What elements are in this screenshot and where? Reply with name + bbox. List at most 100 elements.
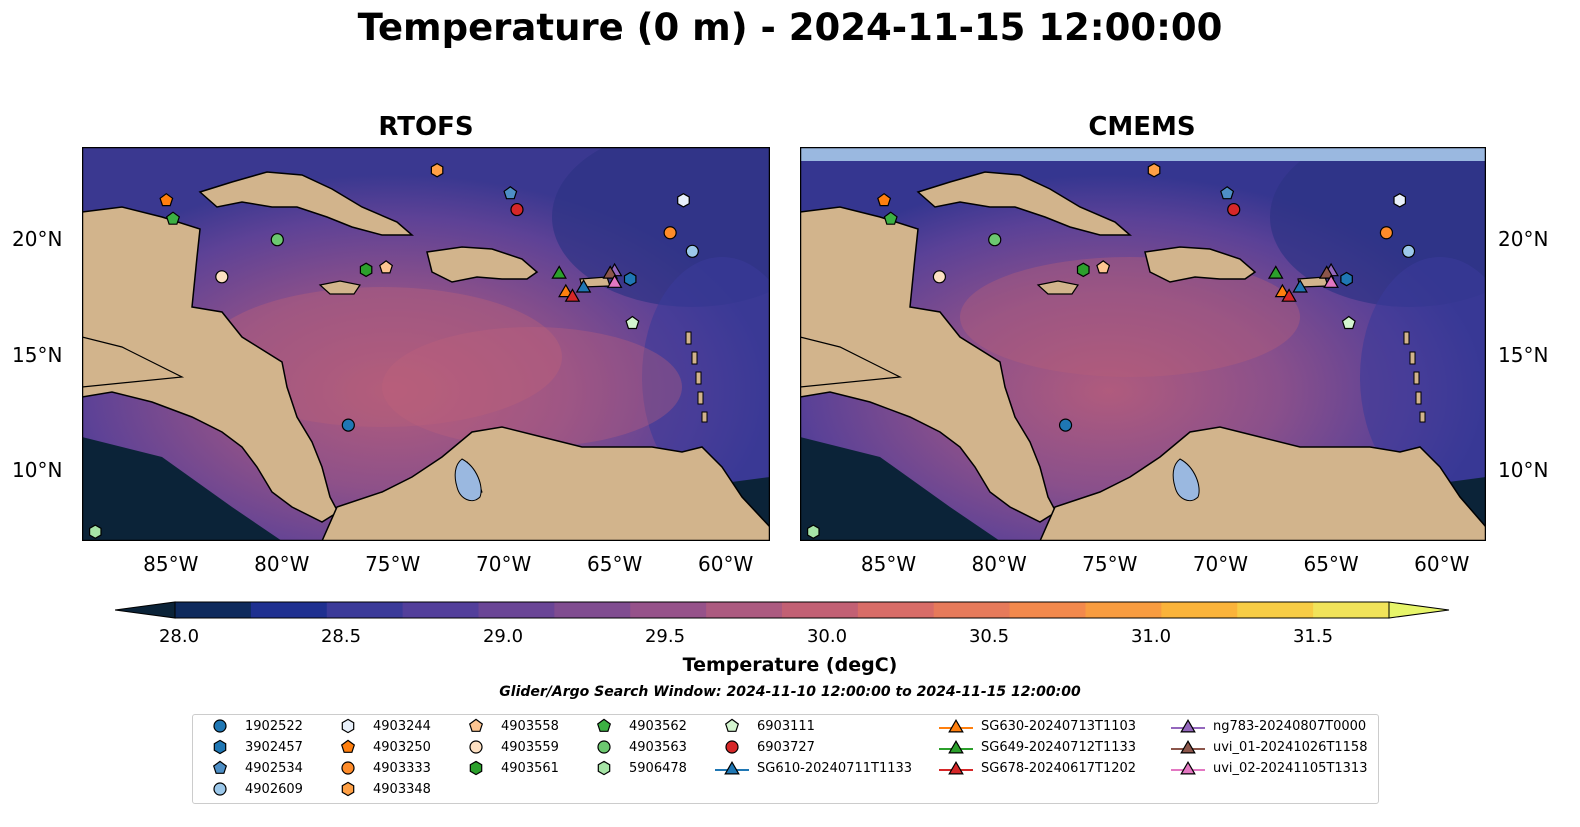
platform-marker (1220, 186, 1235, 200)
pentagon-marker-icon (468, 718, 484, 732)
platform-marker (558, 283, 574, 298)
legend-label: 3902457 (245, 740, 303, 755)
legend-label: uvi_02-20241105T1313 (1213, 761, 1368, 776)
colorbar-cell (857, 602, 935, 618)
platform-marker (932, 270, 947, 284)
platform-marker (564, 288, 581, 302)
legend-label: 4903250 (373, 740, 431, 755)
legend-label: 4902609 (245, 782, 303, 797)
pentagon-marker-icon (212, 760, 228, 774)
triangle-marker-icon (939, 761, 973, 775)
hexagon-marker-icon (469, 760, 483, 776)
triangle-marker-icon (939, 719, 973, 733)
lon-tick-label: 65°W (1303, 552, 1359, 576)
platform-marker (159, 192, 174, 207)
platform-marker (877, 192, 892, 207)
platform-marker (430, 162, 444, 178)
land-central-america (82, 206, 339, 523)
colorbar-cell (250, 602, 328, 618)
lat-tick-label: 20°N (1498, 226, 1549, 251)
triangle-marker-icon (1171, 719, 1205, 733)
colorbar-tick-label: 31.0 (1130, 626, 1172, 647)
panel-title-cmems: CMEMS (1088, 112, 1196, 142)
circle-marker-icon (725, 740, 739, 754)
map-panel-cmems (800, 147, 1486, 541)
lon-tick-label: 60°W (697, 552, 754, 576)
legend-label: 4903562 (629, 719, 687, 734)
platform-marker (551, 265, 567, 279)
circle-marker-icon (341, 761, 355, 775)
colorbar-cell (706, 602, 783, 618)
colorbar-tick-label: 31.5 (1292, 626, 1334, 647)
hexagon-marker-icon (341, 781, 355, 797)
platform-marker (988, 233, 1002, 247)
colorbar (115, 601, 1450, 619)
platform-marker (1281, 288, 1297, 302)
colorbar-cell (326, 602, 404, 618)
platform-marker (1393, 193, 1407, 208)
legend-label: 6903111 (757, 719, 815, 734)
platform-marker (663, 226, 677, 240)
colorbar-cell (402, 602, 479, 618)
legend-label: 4903558 (501, 719, 559, 734)
colorbar-cell (933, 602, 1011, 618)
lat-tick-label: 20°N (12, 226, 63, 251)
platform-markers-rtofs (88, 162, 699, 539)
legend-label: SG649-20240712T1133 (981, 740, 1137, 755)
platform-marker (510, 202, 524, 217)
colorbar-cell (175, 602, 252, 618)
legend-label: SG630-20240713T1103 (981, 719, 1137, 734)
pentagon-marker-icon (724, 718, 740, 732)
colorbar-max-extend (1388, 601, 1450, 619)
lat-tick-label: 10°N (1498, 458, 1549, 483)
colorbar-min-extend (115, 601, 176, 619)
legend-label: 5906478 (629, 761, 687, 776)
panel-title-rtofs: RTOFS (378, 112, 474, 142)
legend-label: 6903727 (757, 740, 815, 755)
colorbar-cell (554, 602, 631, 618)
platform-marker (1274, 283, 1291, 298)
lon-tick-label: 60°W (1414, 552, 1470, 576)
platform-marker (1076, 262, 1090, 278)
colorbar-tick-label: 29.5 (644, 626, 686, 647)
platform-marker (625, 315, 640, 330)
platform-marker (1323, 274, 1339, 288)
platform-marker (1379, 226, 1394, 240)
platform-marker (215, 270, 229, 284)
no-data-band (800, 147, 1486, 161)
platform-marker (677, 193, 690, 208)
lon-tick-label: 65°W (587, 552, 643, 576)
colorbar-tick-label: 30.0 (806, 626, 848, 647)
legend-label: 4903244 (373, 719, 431, 734)
platform-marker (685, 244, 699, 258)
legend-label: ng783-20240807T0000 (1213, 719, 1367, 734)
platform-marker (606, 274, 623, 288)
platform-marker (575, 279, 592, 293)
land-jamaica (318, 280, 361, 295)
lon-tick-label: 80°W (971, 552, 1027, 576)
circle-marker-icon (597, 740, 611, 754)
platform-marker (1227, 202, 1241, 217)
colorbar-tick-label: 28.0 (158, 626, 200, 647)
circle-marker-icon (213, 782, 227, 796)
lon-tick-label: 70°W (1192, 552, 1249, 576)
platform-marker (1096, 260, 1111, 274)
colorbar-cell (1009, 602, 1086, 618)
hexagon-marker-icon (213, 739, 227, 755)
legend-label: 4902534 (245, 761, 303, 776)
colorbar-cell (1313, 602, 1390, 618)
platform-marker (88, 524, 102, 539)
colorbar-cell (630, 602, 707, 618)
pentagon-marker-icon (340, 739, 356, 753)
circle-marker-icon (469, 740, 483, 754)
triangle-marker-icon (1171, 740, 1205, 754)
platform-marker (1340, 271, 1353, 287)
colorbar-tick-label: 30.5 (968, 626, 1010, 647)
lat-tick-label: 15°N (12, 342, 63, 367)
platform-marker (1341, 315, 1356, 330)
triangle-marker-icon (939, 740, 973, 754)
platform-marker (1292, 279, 1308, 293)
colorbar-cell (782, 602, 859, 618)
legend-label: 4903561 (501, 761, 559, 776)
lon-tick-label: 75°W (1082, 552, 1138, 576)
